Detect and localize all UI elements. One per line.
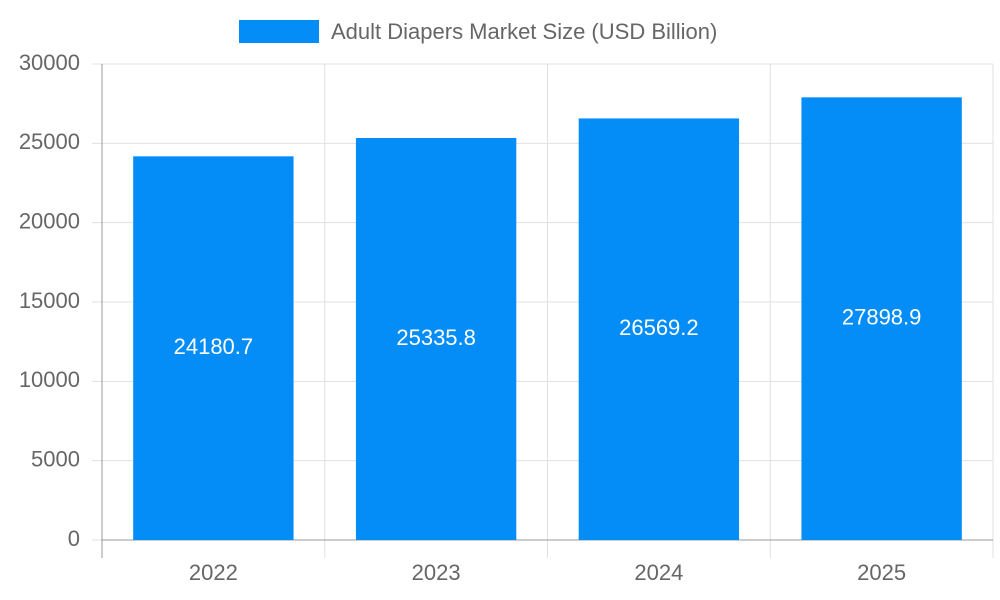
bar-value-label: 26569.2 (619, 315, 699, 340)
bar (355, 138, 517, 540)
y-tick-label: 10000 (19, 367, 80, 392)
y-tick-label: 30000 (19, 50, 80, 75)
y-tick-label: 25000 (19, 129, 80, 154)
x-tick-label: 2022 (189, 560, 238, 585)
bar-value-label: 24180.7 (174, 334, 254, 359)
y-tick-label: 15000 (19, 288, 80, 313)
legend-swatch (239, 20, 319, 43)
y-tick-label: 0 (68, 526, 80, 551)
bar (801, 97, 962, 540)
x-tick-label: 2023 (412, 560, 461, 585)
x-tick-label: 2025 (857, 560, 906, 585)
legend-label: Adult Diapers Market Size (USD Billion) (331, 19, 717, 44)
bar-value-label: 27898.9 (842, 304, 922, 329)
y-tick-label: 5000 (31, 446, 80, 471)
bar (578, 118, 740, 540)
bar-value-label: 25335.8 (396, 325, 476, 350)
bar (133, 156, 294, 540)
y-tick-label: 20000 (19, 208, 80, 233)
x-tick-label: 2024 (634, 560, 683, 585)
